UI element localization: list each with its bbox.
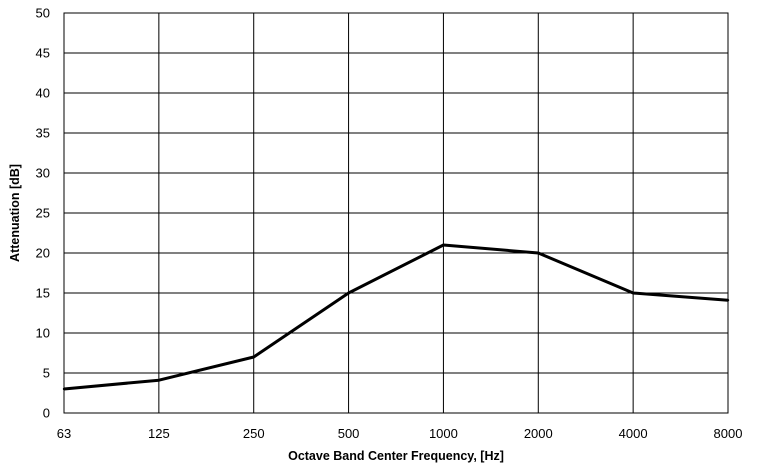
x-tick-label: 500 bbox=[338, 426, 360, 441]
y-tick-label: 15 bbox=[36, 286, 50, 301]
y-tick-label: 5 bbox=[43, 366, 50, 381]
data-point bbox=[252, 355, 255, 359]
data-point bbox=[157, 379, 161, 382]
data-point bbox=[442, 243, 445, 247]
data-point bbox=[726, 299, 730, 302]
y-tick-label: 50 bbox=[36, 6, 50, 21]
x-tick-label: 63 bbox=[57, 426, 71, 441]
x-tick-label: 2000 bbox=[524, 426, 553, 441]
y-tick-label: 35 bbox=[36, 126, 50, 141]
y-axis-tick-labels: 0 5 10 15 20 25 30 35 40 45 50 bbox=[36, 6, 50, 421]
y-tick-label: 40 bbox=[36, 86, 50, 101]
data-point bbox=[62, 387, 66, 391]
y-tick-label: 20 bbox=[36, 246, 50, 261]
plot-area-border bbox=[63, 12, 729, 414]
x-tick-label: 8000 bbox=[714, 426, 743, 441]
y-tick-label: 25 bbox=[36, 206, 50, 221]
y-tick-label: 45 bbox=[36, 46, 50, 61]
y-tick-label: 30 bbox=[36, 166, 50, 181]
x-axis-tick-labels: 63 125 250 500 1000 2000 4000 8000 bbox=[57, 426, 743, 441]
x-tick-label: 250 bbox=[243, 426, 265, 441]
data-point bbox=[631, 291, 635, 295]
x-tick-label: 4000 bbox=[619, 426, 648, 441]
series-line bbox=[63, 243, 729, 391]
series-group bbox=[62, 243, 730, 391]
x-axis-title: Octave Band Center Frequency, [Hz] bbox=[288, 449, 504, 463]
y-tick-label: 10 bbox=[36, 326, 50, 341]
grid bbox=[63, 12, 729, 414]
y-tick-label: 0 bbox=[43, 406, 50, 421]
y-axis-title: Attenuation [dB] bbox=[8, 164, 22, 262]
x-tick-label: 125 bbox=[148, 426, 170, 441]
data-point bbox=[347, 291, 350, 295]
data-point bbox=[537, 251, 540, 255]
x-tick-label: 1000 bbox=[429, 426, 458, 441]
